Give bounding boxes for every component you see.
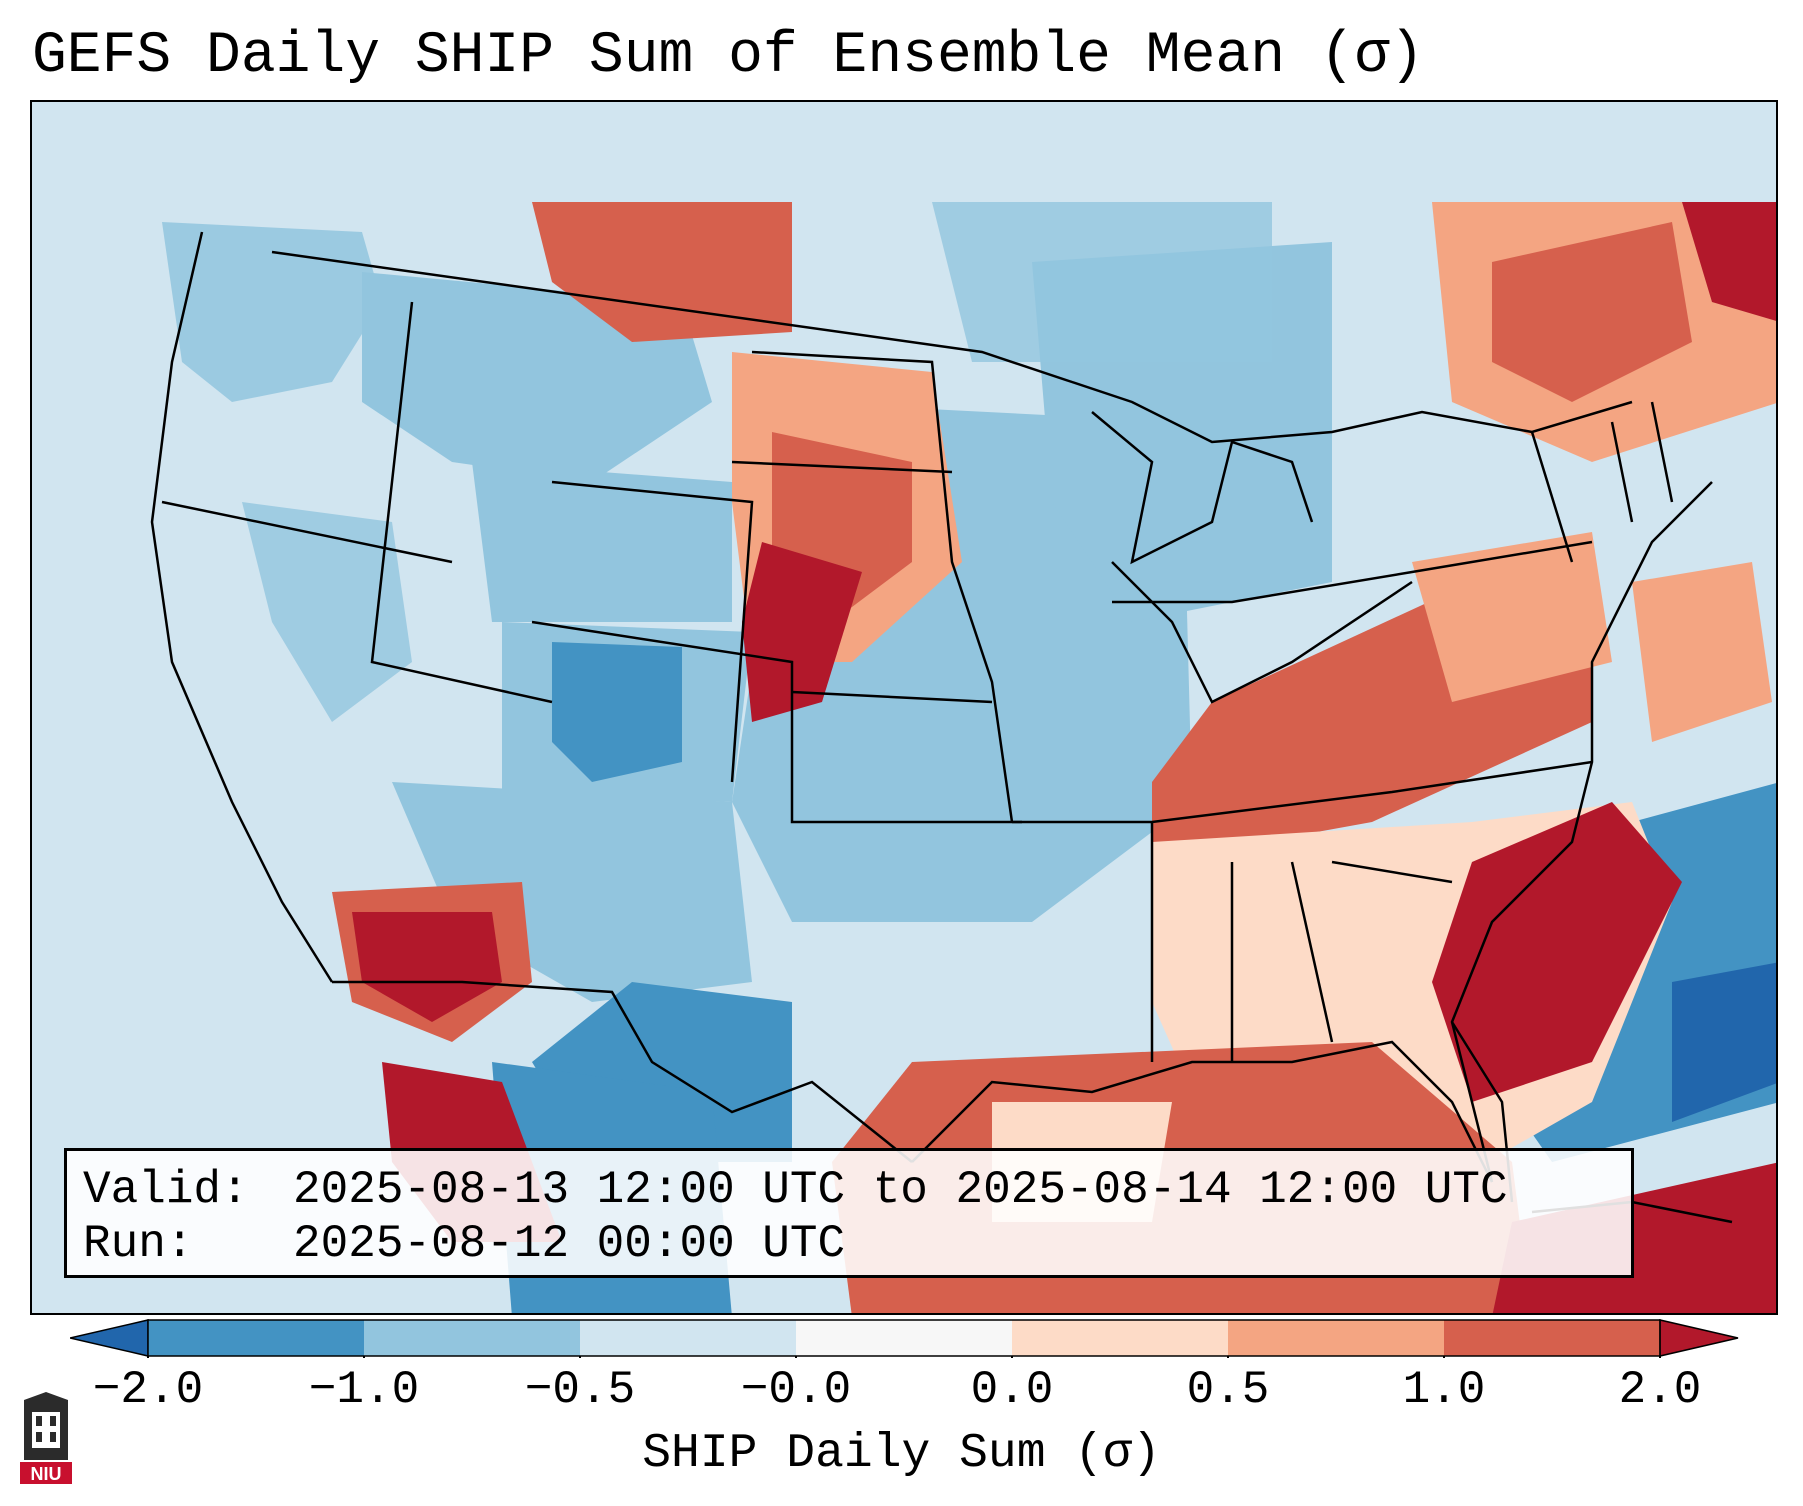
new-england-lines [1530, 401, 1674, 563]
gulf-coast [911, 1040, 1494, 1183]
field-patch-atlantic-core [1672, 962, 1776, 1122]
state-line-5 [751, 350, 1014, 823]
state-line-4 [531, 620, 1022, 824]
ship-field [162, 202, 1776, 1313]
valid-label: Valid: [83, 1164, 249, 1216]
colorbar-outline [147, 1319, 1661, 1357]
run-value: 2025-08-12 00:00 UTC [293, 1218, 846, 1270]
us-canada-border [271, 250, 1633, 444]
field-patch-socal-core [352, 912, 502, 1022]
field-patch-midatlantic [1412, 532, 1612, 702]
east-coast [1450, 481, 1713, 1183]
map-panel [30, 100, 1778, 1315]
valid-run-info-box: Valid: 2025-08-13 12:00 UTC to 2025-08-14… [64, 1148, 1634, 1278]
colorbar-tick-label: −1.0 [308, 1364, 420, 1416]
colorbar-tick-label: −0.5 [524, 1364, 636, 1416]
us-mexico-border [332, 980, 913, 1163]
state-line-10 [1230, 860, 1453, 1062]
colorbar-tick-label: −0.0 [740, 1364, 852, 1416]
colorbar-tick-label: 1.0 [1402, 1364, 1486, 1416]
colorbar-tick-label: 0.5 [1186, 1364, 1270, 1416]
field-patch-maritimes [1682, 202, 1776, 321]
field-patch-northwest [162, 222, 382, 402]
colorbar-extend-high [1659, 1319, 1739, 1357]
colorbar-extend-low [70, 1319, 149, 1357]
logo-text: NIU [31, 1464, 62, 1484]
colorbar-tick-label: −2.0 [92, 1364, 204, 1416]
field-patch-nevada [242, 502, 412, 722]
colorbar-bin [364, 1320, 581, 1356]
state-line-8 [1012, 760, 1593, 824]
map-svg [150, 202, 1776, 1313]
field-patch-carolinas-core [1432, 802, 1682, 1102]
state-line-12 [1112, 540, 1593, 604]
west-coast [150, 231, 334, 983]
state-line-3 [551, 480, 754, 783]
field-patch-montana-north [532, 202, 792, 342]
colorbar-label: SHIP Daily Sum (σ) [642, 1427, 1161, 1481]
field-patch-nebraska-core [742, 542, 862, 722]
valid-value: 2025-08-13 12:00 UTC to 2025-08-14 12:00… [293, 1164, 1508, 1216]
niu-logo: NIU [20, 1390, 72, 1491]
state-line-1 [161, 500, 453, 564]
colorbar-tick-label: 2.0 [1618, 1364, 1702, 1416]
field-patch-wyoming [472, 462, 732, 622]
field-patch-offshore-east [1632, 562, 1772, 742]
state-line-7 [791, 690, 993, 704]
great-lakes-outline [1091, 411, 1314, 565]
field-patch-colorado-core [552, 642, 682, 782]
colorbar-bin [148, 1320, 365, 1356]
colorbar-bin [580, 1320, 797, 1356]
state-line-2 [370, 301, 553, 704]
field-patch-quebec-core [1492, 222, 1692, 402]
colorbar [70, 1319, 1739, 1358]
run-label: Run: [83, 1218, 194, 1270]
colorbar-bin [1444, 1320, 1661, 1356]
colorbar-bin [796, 1320, 1013, 1356]
state-line-6 [731, 460, 953, 474]
field-patch-canada-north [932, 202, 1272, 362]
colorbar-tick-label: 0.0 [970, 1364, 1054, 1416]
colorbar-bin [1012, 1320, 1229, 1356]
colorbar-bin [1228, 1320, 1445, 1356]
field-patch-arizona-nm [392, 782, 752, 1002]
figure-title: GEFS Daily SHIP Sum of Ensemble Mean (σ) [32, 24, 1425, 89]
